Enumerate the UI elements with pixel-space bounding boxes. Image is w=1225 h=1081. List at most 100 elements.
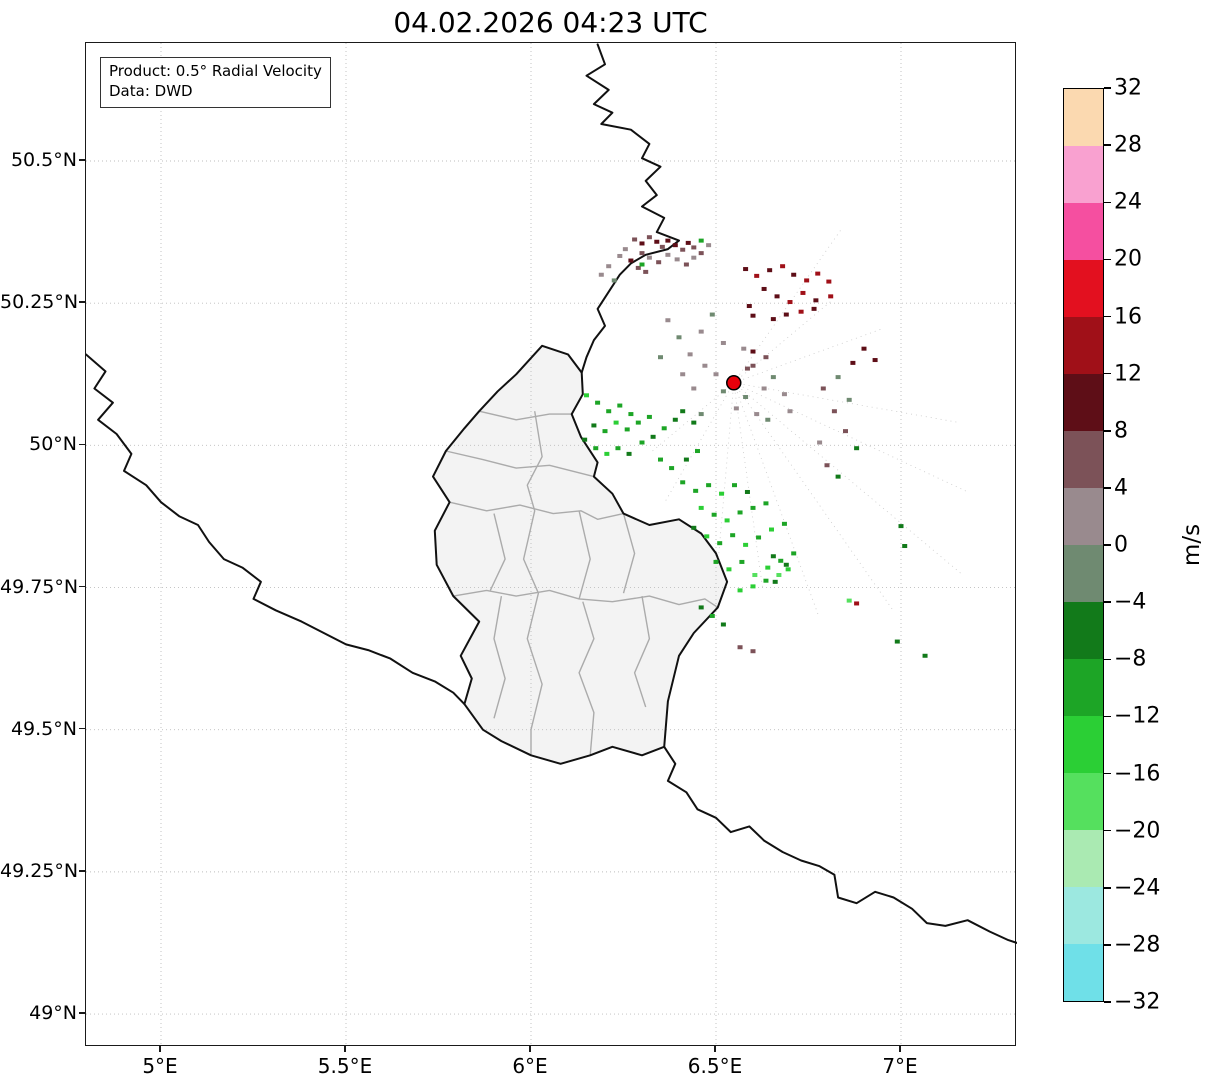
velocity-cell — [658, 457, 663, 462]
colorbar-band — [1064, 203, 1103, 260]
velocity-cell — [606, 264, 612, 269]
velocity-cell — [763, 501, 769, 506]
velocity-cell — [658, 355, 663, 360]
velocity-cell — [702, 363, 708, 368]
velocity-cell — [656, 260, 662, 265]
canton-border — [578, 510, 591, 600]
velocity-cell — [591, 423, 597, 428]
velocity-cell — [783, 562, 789, 567]
y-tick-mark — [79, 585, 85, 588]
canton-border — [453, 589, 719, 608]
velocity-cell — [650, 434, 656, 439]
radar-spoke — [733, 382, 764, 591]
velocity-cell — [750, 584, 756, 589]
velocity-cell — [698, 329, 704, 334]
velocity-cell — [680, 372, 686, 377]
canton-border — [633, 595, 651, 708]
velocity-cell — [750, 363, 756, 368]
velocity-cell — [776, 573, 782, 578]
annotation-source-line: Data: DWD — [109, 82, 193, 101]
plot-area: Product: 0.5° Radial Velocity Data: DWD — [85, 42, 1017, 1047]
velocity-cell — [606, 409, 612, 414]
colorbar-band — [1064, 146, 1103, 203]
colorbar-tick-mark — [1104, 772, 1111, 775]
colorbar-tick-mark — [1104, 601, 1111, 603]
velocity-cell — [584, 393, 589, 398]
x-tick-mark — [899, 1046, 901, 1052]
velocity-cell — [691, 420, 697, 425]
colorbar-tick-mark — [1104, 430, 1111, 432]
velocity-cell — [680, 247, 686, 252]
canton-border — [445, 450, 595, 478]
velocity-cell — [744, 489, 750, 494]
velocity-cell — [791, 551, 797, 556]
velocity-cell — [850, 360, 856, 365]
velocity-cell — [769, 527, 774, 532]
colorbar-tick-label: −24 — [1114, 875, 1161, 901]
country-border — [580, 43, 680, 374]
colorbar-tick-mark — [1104, 1001, 1111, 1003]
velocity-cell — [595, 400, 601, 405]
velocity-cell — [750, 649, 756, 654]
velocity-cell — [737, 645, 743, 650]
velocity-cell — [781, 521, 787, 526]
velocity-cell — [639, 251, 645, 256]
velocity-cell — [733, 406, 739, 411]
velocity-cell — [720, 389, 726, 394]
x-tick-label: 5°E — [142, 1054, 178, 1078]
velocity-cell — [713, 372, 719, 377]
velocity-cell — [698, 251, 704, 256]
velocity-cell — [831, 409, 837, 414]
radar-spoke — [733, 382, 895, 613]
radar-site-marker — [726, 375, 742, 391]
colorbar-tick-mark — [1104, 372, 1111, 375]
velocity-cell — [639, 241, 645, 246]
y-tick-label: 50°N — [29, 433, 77, 456]
velocity-cell — [730, 533, 736, 538]
radar-spoke — [733, 382, 820, 618]
velocity-cell — [615, 446, 621, 451]
luxembourg-region — [433, 345, 728, 764]
x-tick-label: 6.5°E — [687, 1054, 743, 1078]
colorbar-tick-mark — [1104, 829, 1111, 832]
velocity-cell — [843, 429, 848, 434]
velocity-cell — [756, 535, 762, 540]
velocity-cell — [726, 567, 732, 572]
colorbar-tick-mark — [1104, 544, 1111, 546]
colorbar-tick-label: −16 — [1114, 761, 1161, 786]
radar-spoke — [733, 327, 885, 384]
velocity-cell — [622, 247, 628, 252]
velocity-cell — [739, 559, 745, 564]
colorbar-tick-label: 20 — [1114, 246, 1142, 272]
velocity-cell — [783, 312, 789, 317]
canton-border — [522, 411, 543, 756]
velocity-cell — [763, 355, 769, 360]
velocity-cell — [774, 294, 780, 299]
velocity-cell — [639, 262, 645, 267]
velocity-cell — [804, 278, 810, 283]
velocity-cell — [846, 598, 852, 603]
velocity-cell — [732, 483, 737, 488]
velocity-cell — [593, 446, 599, 451]
colorbar-tick-label: −28 — [1114, 932, 1161, 958]
velocity-cell — [746, 304, 752, 309]
colorbar-tick-label: 4 — [1114, 475, 1128, 501]
x-tick-label: 6°E — [512, 1054, 548, 1078]
colorbar-band — [1064, 602, 1103, 659]
velocity-cell — [743, 267, 749, 272]
velocity-cell — [639, 440, 645, 445]
velocity-cell — [685, 240, 691, 245]
y-tick-label: 49.5°N — [10, 717, 77, 740]
y-tick-mark — [79, 1012, 85, 1014]
velocity-cell — [772, 579, 778, 584]
velocity-cell — [872, 358, 878, 363]
velocity-cell — [765, 565, 771, 570]
velocity-cell — [826, 279, 832, 284]
colorbar-tick-label: 16 — [1114, 304, 1142, 329]
velocity-cell — [811, 306, 817, 311]
canton-border — [493, 595, 506, 719]
colorbar-band — [1064, 944, 1103, 1001]
canton-border — [489, 513, 506, 591]
velocity-cell — [582, 437, 588, 442]
velocity-cell — [691, 525, 697, 530]
